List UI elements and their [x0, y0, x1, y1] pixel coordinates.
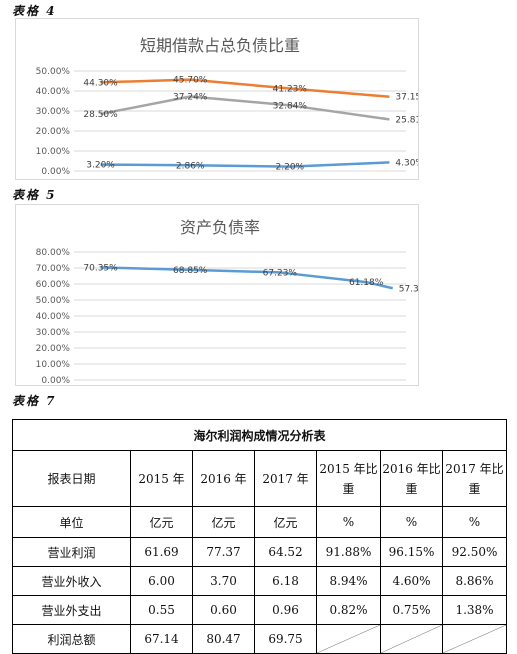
y-tick-label: 80.00% — [36, 248, 71, 258]
y-tick-label: 0.00% — [41, 376, 70, 385]
table-caption-4: 表格 4 — [12, 4, 57, 18]
table-cell: 0.96 — [254, 595, 317, 625]
y-tick-label: 40.00% — [36, 87, 71, 97]
table-row: 营业利润 61.69 77.37 64.52 91.88% 96.15% 92.… — [12, 537, 508, 567]
y-tick-label: 0.00% — [41, 167, 70, 177]
debt-ratio-chart-svg: 资产负债率 0.00% 10.00% 20.00% 30.00% 40.00% 50.00%… — [36, 218, 418, 385]
table-unit-row: 单位 亿元 亿元 亿元 % % % — [12, 506, 508, 538]
table-cell: 64.52 — [254, 537, 317, 567]
chart-title: 资产负债率 — [180, 218, 260, 237]
empty-diagonal-cell — [380, 624, 443, 654]
table-cell: 营业外收入 — [12, 566, 131, 596]
table-cell: 0.55 — [130, 595, 193, 625]
table-title: 海尔利润构成情况分析表 — [11, 419, 508, 451]
unit-cell: 亿元 — [254, 506, 317, 538]
y-tick-label: 20.00% — [36, 344, 71, 354]
data-label: 32.84% — [273, 101, 308, 111]
debt-ratio-chart: 资产负债率 0.00% 10.00% 20.00% 30.00% 40.00% 50.00%… — [15, 204, 419, 386]
table-row: 利润总额 67.14 80.47 69.75 — [12, 624, 508, 654]
table-cell: 8.94% — [316, 566, 381, 596]
header-cell: 2015 年比重 — [316, 450, 381, 507]
header-cell: 2017 年比重 — [441, 450, 508, 507]
table-cell: 0.75% — [380, 595, 443, 625]
y-tick-label: 30.00% — [36, 328, 71, 338]
table-cell: 营业利润 — [12, 537, 131, 567]
table-cell: 利润总额 — [12, 624, 131, 654]
table-cell: 91.88% — [316, 537, 381, 567]
table-caption-5: 表格 5 — [12, 188, 57, 202]
data-label: 67.23% — [263, 268, 298, 278]
short-term-loan-chart: 短期借款占总负债比重 0.00% 10.00% 20.00% 30.00% 40.00% 5… — [15, 18, 419, 180]
unit-cell: 单位 — [12, 506, 131, 538]
table-cell: 67.14 — [130, 624, 193, 654]
data-label: 3.20% — [86, 161, 115, 171]
data-label: 4.30% — [395, 158, 418, 168]
table-row: 营业外收入 6.00 3.70 6.18 8.94% 4.60% 8.86% — [12, 566, 508, 596]
table-caption-7: 表格 7 — [12, 394, 57, 408]
table-cell: 61.69 — [130, 537, 193, 567]
unit-cell: % — [441, 506, 508, 538]
y-tick-label: 60.00% — [36, 280, 71, 290]
data-label: 37.15% — [395, 93, 418, 103]
data-label: 41.23% — [273, 85, 308, 95]
data-label: 28.50% — [83, 110, 118, 120]
table-cell: 0.82% — [316, 595, 381, 625]
header-cell: 2015 年 — [130, 450, 193, 507]
table-cell: 69.75 — [254, 624, 317, 654]
data-label: 70.35% — [83, 263, 118, 273]
y-tick-label: 40.00% — [36, 312, 71, 322]
data-label: 2.20% — [276, 163, 305, 173]
table-cell: 6.18 — [254, 566, 317, 596]
series-line — [100, 161, 390, 168]
data-label: 61.18% — [349, 278, 384, 288]
unit-cell: 亿元 — [192, 506, 255, 538]
table-cell: 92.50% — [441, 537, 508, 567]
header-cell: 报表日期 — [12, 450, 131, 507]
table-cell: 营业外支出 — [12, 595, 131, 625]
chart-title: 短期借款占总负债比重 — [140, 36, 300, 55]
y-tick-label: 10.00% — [36, 147, 71, 157]
data-label: 57.34% — [399, 284, 418, 294]
unit-cell: 亿元 — [130, 506, 193, 538]
header-cell: 2016 年比重 — [380, 450, 443, 507]
table-cell: 3.70 — [192, 566, 255, 596]
table-cell: 8.86% — [441, 566, 508, 596]
y-tick-label: 10.00% — [36, 360, 71, 370]
data-label: 44.30% — [83, 78, 118, 88]
table-cell: 4.60% — [380, 566, 443, 596]
series-line — [100, 78, 390, 98]
table-cell: 0.60 — [192, 595, 255, 625]
empty-diagonal-cell — [316, 624, 381, 654]
short-term-loan-chart-svg: 短期借款占总负债比重 0.00% 10.00% 20.00% 30.00% 40.00% 5… — [36, 36, 418, 177]
y-tick-label: 20.00% — [36, 127, 71, 137]
y-tick-label: 50.00% — [36, 67, 71, 77]
header-cell: 2016 年 — [192, 450, 255, 507]
y-tick-label: 50.00% — [36, 296, 71, 306]
unit-cell: % — [380, 506, 443, 538]
data-label: 37.24% — [173, 93, 208, 103]
empty-diagonal-cell — [441, 624, 508, 654]
data-label: 68.85% — [173, 266, 208, 276]
table-cell: 6.00 — [130, 566, 193, 596]
table-header-row: 报表日期 2015 年 2016 年 2017 年 2015 年比重 2016 … — [12, 450, 508, 507]
series-line — [100, 95, 390, 121]
y-tick-label: 30.00% — [36, 107, 71, 117]
table-row: 营业外支出 0.55 0.60 0.96 0.82% 0.75% 1.38% — [12, 595, 508, 625]
table-cell: 96.15% — [380, 537, 443, 567]
table-cell: 77.37 — [192, 537, 255, 567]
table-cell: 80.47 — [192, 624, 255, 654]
table-cell: 1.38% — [441, 595, 508, 625]
data-label: 25.81% — [395, 115, 418, 125]
series-line — [100, 266, 394, 290]
unit-cell: % — [316, 506, 381, 538]
y-tick-label: 70.00% — [36, 264, 71, 274]
profit-structure-table: 海尔利润构成情况分析表 报表日期 2015 年 2016 年 2017 年 20… — [11, 419, 508, 654]
data-label: 2.86% — [176, 161, 205, 171]
data-label: 45.70% — [173, 76, 208, 86]
header-cell: 2017 年 — [254, 450, 317, 507]
